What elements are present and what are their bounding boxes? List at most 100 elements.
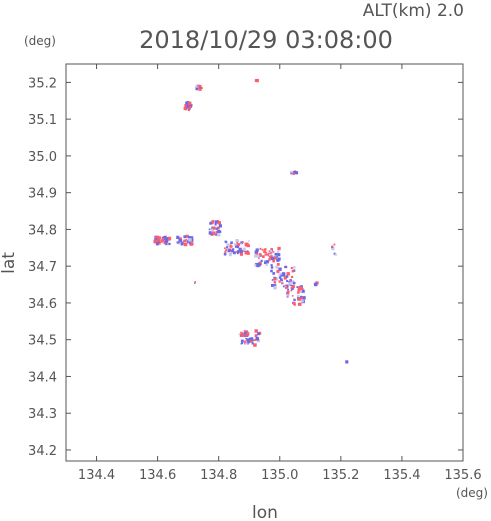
lightning-point [232,248,235,251]
lightning-point [269,249,273,253]
lightning-point [178,242,181,245]
lightning-point [240,331,243,334]
lightning-point [275,265,279,269]
lightning-point [270,264,273,267]
lightning-point [183,239,187,243]
lightning-point [166,239,169,242]
y-tick-label: 34.9 [28,187,57,202]
lightning-point [254,250,259,254]
lightning-point [293,170,297,175]
lightning-point [184,104,188,108]
lightning-point [292,172,295,175]
lightning-point [228,244,230,246]
lightning-point [240,333,244,337]
lightning-point [253,339,255,341]
lightning-point [246,338,250,342]
lightning-point [240,243,243,245]
lightning-point [247,244,250,247]
y-tick-label: 34.8 [28,223,57,238]
lightning-point [258,261,262,266]
lightning-point [229,245,233,248]
x-axis-label: lon [252,503,278,521]
lightning-point [264,261,267,265]
lightning-point [216,230,220,233]
lightning-point [276,263,280,266]
lightning-point [161,238,165,242]
lightning-point [187,105,191,109]
lightning-point [198,85,200,87]
lightning-point [284,265,288,269]
lightning-point [268,260,271,262]
lightning-point [236,239,239,242]
lightning-point [258,263,262,266]
lightning-point [235,251,238,253]
lightning-point [158,236,161,240]
x-tick-label: 134.6 [139,468,176,483]
lightning-point [212,231,216,235]
x-tick-label: 135.6 [444,468,481,483]
lightning-point [223,252,227,256]
lightning-point [179,237,182,241]
lightning-point [243,335,246,338]
lightning-point [247,339,251,344]
lightning-point [273,256,277,260]
lightning-point [176,235,180,239]
y-tick-label: 34.2 [28,444,57,459]
lightning-point [262,255,265,258]
lightning-point [287,288,289,291]
lightning-point [302,296,306,300]
lightning-point [272,279,276,283]
lightning-point [154,235,158,239]
x-tick-label: 134.4 [78,468,115,483]
lightning-point [165,237,168,240]
lightning-point [254,334,258,337]
lightning-point [277,250,280,253]
lightning-point [286,295,289,298]
lightning-point [292,281,296,285]
lightning-point [265,253,268,256]
lightning-point [245,337,247,340]
lightning-point [272,272,276,275]
lightning-point [255,248,259,252]
lightning-point [239,252,243,256]
lightning-point [161,236,164,239]
lightning-point [265,263,268,266]
lightning-point [208,228,211,231]
lightning-point [258,257,260,259]
lightning-point [225,249,227,252]
lightning-point [298,297,302,301]
y-tick-label: 35.0 [28,150,57,165]
lightning-point [195,87,198,91]
lightning-point [254,339,256,341]
lightning-point [245,332,250,336]
y-tick-label: 34.4 [28,370,57,385]
lightning-point [232,251,236,255]
lightning-point [297,291,300,294]
lightning-point [286,292,290,295]
lightning-point [200,87,203,90]
lightning-point [247,342,249,345]
lightning-point [331,246,335,251]
lightning-point [273,281,277,284]
lightning-point [283,285,285,288]
lightning-point [251,342,254,345]
lightning-point [218,230,222,233]
lightning-point [249,337,253,341]
lightning-point [297,288,301,292]
lightning-point [158,242,161,245]
lightning-point [301,299,304,303]
y-tick-label: 35.2 [28,76,57,91]
lightning-point [191,239,194,242]
lightning-point [273,277,277,281]
lightning-point [268,253,272,257]
lightning-point [238,247,242,251]
lightning-point [286,280,289,283]
lightning-point [184,242,188,247]
lightning-point [190,242,194,246]
lightning-point [290,289,293,292]
lightning-point [185,101,189,105]
lightning-point [254,264,258,267]
lightning-point [265,251,268,254]
lightning-point [290,267,293,269]
